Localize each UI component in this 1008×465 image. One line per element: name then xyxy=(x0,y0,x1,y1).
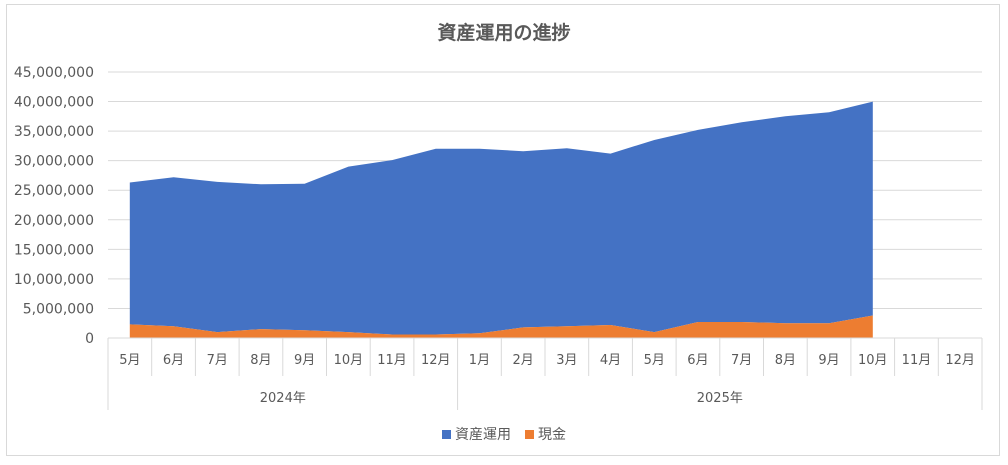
y-tick-label-9: 45,000,000 xyxy=(14,65,94,81)
x-tick-label-17: 10月 xyxy=(858,353,888,368)
x-tick-label-7: 12月 xyxy=(421,353,451,368)
group-label-1: 2025年 xyxy=(697,391,743,406)
x-tick-label-11: 4月 xyxy=(600,353,621,368)
legend-swatch-cash xyxy=(525,429,534,439)
x-tick-label-13: 6月 xyxy=(687,353,708,368)
x-tick-label-12: 5月 xyxy=(644,353,665,368)
legend-label-cash: 現金 xyxy=(538,427,566,443)
x-tick-label-4: 9月 xyxy=(294,353,315,368)
y-tick-label-2: 10,000,000 xyxy=(14,272,94,288)
y-tick-label-5: 25,000,000 xyxy=(14,183,94,199)
y-tick-label-8: 40,000,000 xyxy=(14,95,94,111)
x-tick-label-10: 3月 xyxy=(556,353,577,368)
x-tick-label-14: 7月 xyxy=(731,353,752,368)
x-tick-label-8: 1月 xyxy=(469,353,490,368)
x-tick-label-9: 2月 xyxy=(513,353,534,368)
x-tick-label-0: 5月 xyxy=(119,353,140,368)
y-tick-label-6: 30,000,000 xyxy=(14,154,94,170)
x-tick-label-1: 6月 xyxy=(163,353,184,368)
x-tick-label-16: 9月 xyxy=(818,353,839,368)
area-series-cash xyxy=(129,315,873,338)
x-tick-label-2: 7月 xyxy=(207,353,228,368)
group-label-0: 2024年 xyxy=(260,391,306,406)
y-tick-label-3: 15,000,000 xyxy=(14,242,94,258)
x-tick-label-18: 11月 xyxy=(902,353,932,368)
x-tick-label-3: 8月 xyxy=(250,353,271,368)
legend-item-investment[interactable]: 資産運用 xyxy=(442,424,511,444)
y-tick-label-0: 0 xyxy=(85,331,94,347)
y-tick-label-7: 35,000,000 xyxy=(14,124,94,140)
legend-item-cash[interactable]: 現金 xyxy=(525,424,566,444)
area-series-investment xyxy=(129,101,873,335)
x-tick-label-15: 8月 xyxy=(775,353,796,368)
y-tick-label-1: 5,000,000 xyxy=(23,301,94,317)
x-tick-label-6: 11月 xyxy=(377,353,407,368)
legend: 資産運用 現金 xyxy=(0,424,1008,444)
legend-swatch-investment xyxy=(442,429,451,439)
chart-title: 資産運用の進捗 xyxy=(437,22,571,44)
x-tick-label-19: 12月 xyxy=(945,353,975,368)
legend-label-investment: 資産運用 xyxy=(455,427,511,443)
x-tick-label-5: 10月 xyxy=(334,353,364,368)
y-tick-label-4: 20,000,000 xyxy=(14,213,94,229)
